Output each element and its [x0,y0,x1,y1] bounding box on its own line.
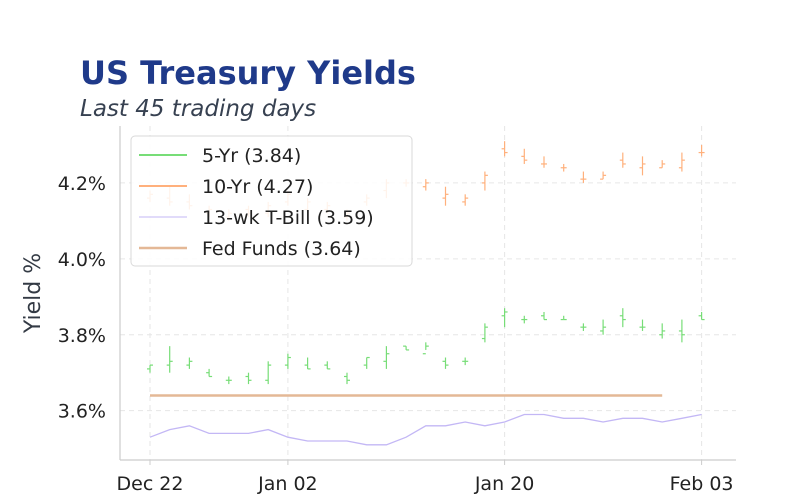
ohlc-bar [186,357,193,369]
ohlc-bar [619,152,626,168]
legend-item-fed-funds: Fed Funds (3.64) [139,238,361,260]
ohlc-bar [324,361,331,370]
x-tick-label: Dec 22 [117,473,184,495]
legend-item-10-yr: 10-Yr (4.27) [139,176,313,198]
ohlc-bar [225,376,232,385]
ohlc-bar [698,144,705,157]
ohlc-bar [580,171,587,183]
ohlc-bar [600,319,607,335]
ohlc-bar [521,315,528,324]
x-tick-label: Jan 20 [474,473,535,495]
ohlc-bar [344,372,350,385]
legend-label: Fed Funds (3.64) [202,238,361,260]
ohlc-bar [659,323,666,339]
ohlc-bar [403,345,410,351]
ohlc-bar [541,156,547,168]
y-tick-labels: 3.6% 3.8% 4.0% 4.2% [58,173,106,423]
ohlc-bar [560,163,567,172]
y-tick-label: 4.2% [58,173,106,195]
legend-items: 5-Yr (3.84) 10-Yr (4.27) 13-wk T-Bill (3.5… [139,145,374,260]
ohlc-bar [147,364,153,373]
ohlc-bar [659,160,666,169]
ohlc-bar [166,346,173,373]
legend-label: 5-Yr (3.84) [202,145,301,167]
ohlc-bar [442,357,449,369]
y-tick-label: 3.6% [58,401,106,423]
legend: 5-Yr (3.84) 10-Yr (4.27) 13-wk T-Bill (3.5… [130,135,413,267]
x-tick-label: Feb 03 [670,473,734,495]
ohlc-bar [619,308,626,328]
ohlc-bar [245,372,252,385]
y-tick-label: 4.0% [58,249,106,271]
ohlc-bar [304,357,311,370]
ohlc-bar [462,357,469,366]
legend-box [130,135,413,267]
ohlc-bar [639,156,646,176]
ohlc-bar [580,323,587,331]
y-axis-label: Yield % [21,253,46,334]
ohlc-bar [678,319,685,343]
legend-label: 13-wk T-Bill (3.59) [202,207,374,229]
ohlc-bar [422,342,429,355]
series-5-yr [147,308,705,385]
ohlc-bar [678,152,685,172]
ohlc-bar [284,353,291,369]
ohlc-bar [265,361,272,385]
ohlc-bar [481,323,488,343]
legend-item-5-yr: 5-Yr (3.84) [139,145,301,167]
ohlc-bar [206,368,213,378]
legend-label: 10-Yr (4.27) [202,176,313,198]
ohlc-bar [639,319,646,331]
ohlc-bar [698,311,705,321]
ohlc-bar [541,311,547,321]
ohlc-bar [560,315,567,321]
ohlc-bar [422,179,429,191]
series-line [149,413,702,446]
axes [119,126,736,461]
ohlc-bar [481,171,488,191]
x-tick-label: Jan 02 [257,473,318,495]
legend-item-13-wk-t-bill: 13-wk T-Bill (3.59) [139,207,374,229]
series-13-wk-t-bill [149,413,702,446]
chart-title: US Treasury Yields [80,54,416,92]
ohlc-bar [501,308,508,328]
ohlc-bar [442,186,449,206]
y-tick-label: 3.8% [58,325,106,347]
ohlc-bar [521,148,528,164]
ohlc-bar [383,346,390,369]
chart-subtitle: Last 45 trading days [80,96,317,122]
x-tick-labels: Dec 22 Jan 02 Jan 20 Feb 03 [117,460,734,495]
ohlc-bar [462,194,469,206]
ohlc-bar [501,141,508,157]
ohlc-bar [600,171,607,180]
ohlc-bar [363,356,370,369]
